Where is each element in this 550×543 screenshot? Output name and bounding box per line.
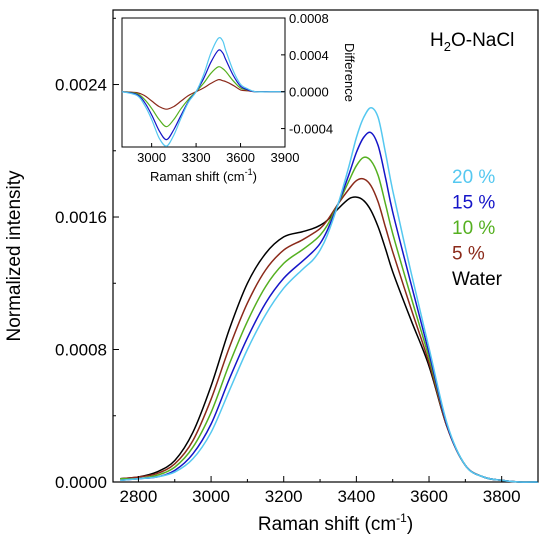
main-x-tick-label-4: 3600	[410, 487, 448, 506]
legend-label-2: 10 %	[452, 218, 495, 239]
inset-y-axis-title: Difference	[342, 43, 357, 102]
inset-x-tick-label-3: 3900	[271, 150, 300, 165]
inset-y-tick-label-2: 0.0004	[289, 48, 329, 63]
inset-series-line-0	[121, 79, 285, 110]
main-x-tick-label-5: 3800	[483, 487, 521, 506]
legend-label-4: Water	[452, 269, 503, 290]
main-y-tick-label-3: 0.0024	[55, 76, 107, 95]
main-x-tick-label-2: 3200	[265, 487, 303, 506]
inset-x-tick-label-1: 3300	[182, 150, 211, 165]
main-x-tick-label-3: 3400	[337, 487, 375, 506]
inset-x-tick-label-2: 3600	[226, 150, 255, 165]
main-y-tick-label-0: 0.0000	[55, 473, 107, 492]
inset-x-axis-title: Raman shift (cm-1)	[150, 167, 257, 184]
main-plot-frame	[112, 9, 539, 483]
main-y-tick-label-1: 0.0008	[55, 341, 107, 360]
inset-y-tick-label-3: 0.0008	[289, 11, 329, 26]
main-series-line-0	[120, 196, 539, 483]
main-x-tick-label-0: 2800	[120, 487, 158, 506]
inset-series-line-2	[121, 49, 285, 141]
main-y-tick-label-2: 0.0016	[55, 208, 107, 227]
inset-series-line-3	[121, 37, 285, 147]
legend-label-0: 20 %	[452, 167, 495, 188]
inset-x-tick-label-0: 3000	[137, 150, 166, 165]
inset-y-tick-label-0: -0.0004	[289, 122, 333, 137]
legend-label-3: 5 %	[452, 244, 485, 265]
main-series-line-4	[120, 106, 539, 483]
main-y-axis-title: Normalized intensity	[4, 170, 25, 342]
inset-y-tick-label-1: 0.0000	[289, 85, 329, 100]
inset-plot: 3000 3300 3600 3900 -0.0004 0.0000 0.0004 0.000…	[121, 11, 357, 184]
main-x-axis-title: Raman shift (cm-1)	[258, 511, 413, 535]
chart-annotation: H2O-NaCl	[430, 30, 514, 54]
legend-label-1: 15 %	[452, 193, 495, 214]
main-plot: 2800 3000 3200 3400 3600 3800 0.0000 0.0008 0.00…	[4, 9, 539, 535]
main-x-tick-label-1: 3000	[192, 487, 230, 506]
